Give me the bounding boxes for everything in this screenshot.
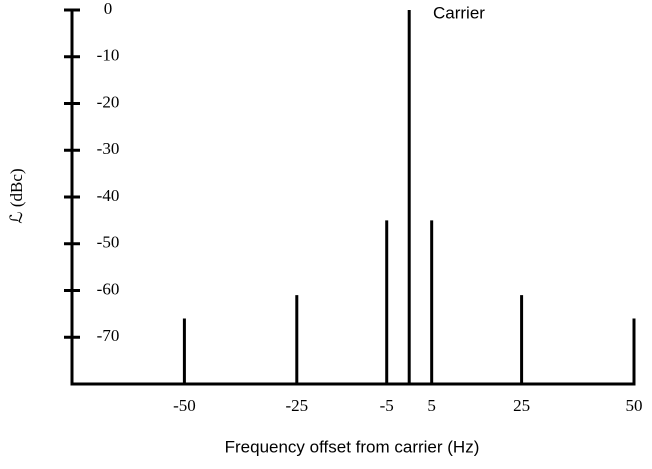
y-tick-label: -20 (97, 92, 120, 111)
x-axis-label: Frequency offset from carrier (Hz) (225, 437, 480, 456)
y-tick-label: 0 (104, 0, 113, 18)
y-tick-label: -10 (97, 46, 120, 65)
y-tick-label: -50 (97, 233, 120, 252)
y-tick-label: -40 (97, 186, 120, 205)
x-tick-label: 5 (427, 396, 436, 415)
y-tick-label: -30 (97, 139, 120, 158)
y-tick-label: -70 (97, 326, 120, 345)
x-tick-label: 25 (513, 396, 530, 415)
x-tick-label: -5 (380, 396, 394, 415)
x-tick-label: -50 (173, 396, 196, 415)
x-tick-label: -25 (285, 396, 308, 415)
y-tick-label: -60 (97, 279, 120, 298)
x-tick-label: 50 (626, 396, 643, 415)
annotation: Carrier (433, 3, 485, 22)
y-axis-label: ℒ (dBc) (7, 168, 26, 223)
